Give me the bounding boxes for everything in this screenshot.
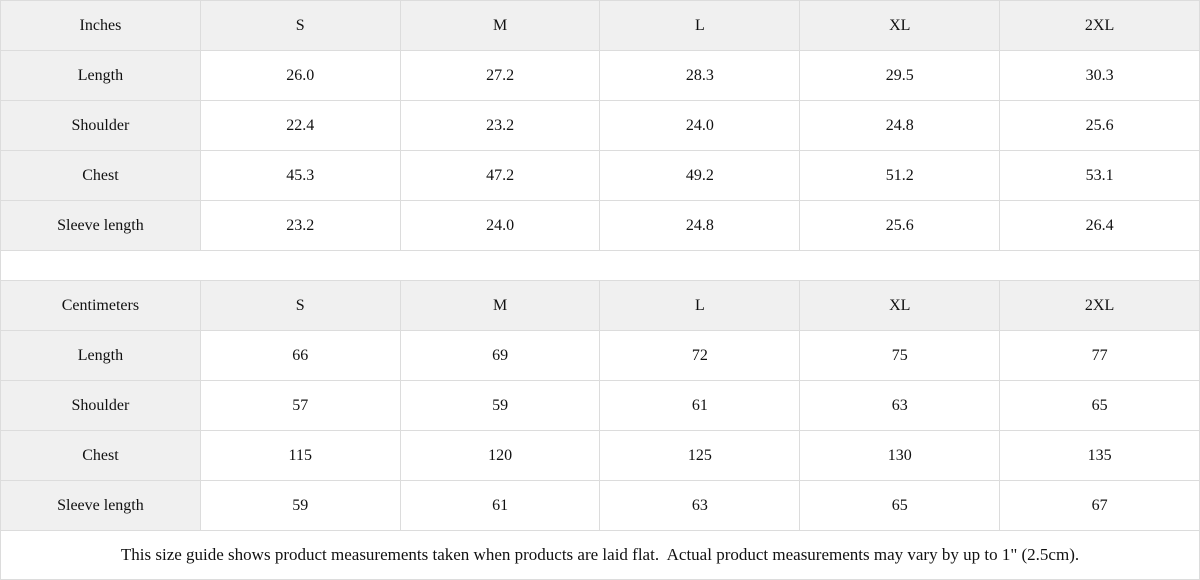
measurement-cell: 75: [799, 330, 1001, 381]
measurement-cell: 59: [199, 480, 401, 531]
size-header-l: L: [599, 0, 801, 51]
unit-header-cell: Centimeters: [0, 280, 201, 331]
size-header-m: M: [399, 0, 601, 51]
measurement-cell: 115: [199, 430, 401, 481]
table-spacer: [0, 250, 1200, 281]
size-header-m: M: [399, 280, 601, 331]
table-row-shoulder: Shoulder 22.4 23.2 24.0 24.8 25.6: [0, 100, 1200, 151]
table-row-chest: Chest 115 120 125 130 135: [0, 430, 1200, 481]
size-guide-note: This size guide shows product measuremen…: [0, 530, 1200, 580]
measurement-cell: 72: [599, 330, 801, 381]
unit-header-cell: Inches: [0, 0, 201, 51]
measurement-cell: 67: [999, 480, 1200, 531]
size-header-s: S: [199, 280, 401, 331]
measurement-cell: 47.2: [399, 150, 601, 201]
table-row-sleeve-length: Sleeve length 23.2 24.0 24.8 25.6 26.4: [0, 200, 1200, 251]
measurement-cell: 57: [199, 380, 401, 431]
table-row-shoulder: Shoulder 57 59 61 63 65: [0, 380, 1200, 431]
measurement-cell: 77: [999, 330, 1200, 381]
measurement-cell: 65: [799, 480, 1001, 531]
measurement-cell: 61: [599, 380, 801, 431]
table-spacer-row: [0, 250, 1200, 281]
measurement-cell: 120: [399, 430, 601, 481]
header-row-inches: Inches S M L XL 2XL: [0, 0, 1200, 51]
measurement-cell: 63: [799, 380, 1001, 431]
measurement-cell: 61: [399, 480, 601, 531]
measurement-cell: 25.6: [999, 100, 1200, 151]
measurement-cell: 53.1: [999, 150, 1200, 201]
row-label: Shoulder: [0, 100, 201, 151]
table-row-length: Length 66 69 72 75 77: [0, 330, 1200, 381]
measurement-cell: 63: [599, 480, 801, 531]
row-label: Chest: [0, 150, 201, 201]
size-header-2xl: 2XL: [999, 0, 1200, 51]
size-header-s: S: [199, 0, 401, 51]
measurement-cell: 125: [599, 430, 801, 481]
header-row-centimeters: Centimeters S M L XL 2XL: [0, 280, 1200, 331]
measurement-cell: 25.6: [799, 200, 1001, 251]
measurement-cell: 22.4: [199, 100, 401, 151]
row-label: Sleeve length: [0, 200, 201, 251]
size-header-xl: XL: [799, 280, 1001, 331]
row-label: Chest: [0, 430, 201, 481]
table-row-chest: Chest 45.3 47.2 49.2 51.2 53.1: [0, 150, 1200, 201]
measurement-cell: 65: [999, 380, 1200, 431]
measurement-cell: 59: [399, 380, 601, 431]
row-label: Length: [0, 50, 201, 101]
measurement-cell: 23.2: [199, 200, 401, 251]
measurement-cell: 24.8: [799, 100, 1001, 151]
size-header-2xl: 2XL: [999, 280, 1200, 331]
row-label: Length: [0, 330, 201, 381]
table-row-sleeve-length: Sleeve length 59 61 63 65 67: [0, 480, 1200, 531]
footer-row: This size guide shows product measuremen…: [0, 530, 1200, 580]
measurement-cell: 26.4: [999, 200, 1200, 251]
size-header-l: L: [599, 280, 801, 331]
row-label: Shoulder: [0, 380, 201, 431]
measurement-cell: 130: [799, 430, 1001, 481]
measurement-cell: 66: [199, 330, 401, 381]
measurement-cell: 26.0: [199, 50, 401, 101]
measurement-cell: 135: [999, 430, 1200, 481]
measurement-cell: 29.5: [799, 50, 1001, 101]
measurement-cell: 23.2: [399, 100, 601, 151]
measurement-cell: 24.0: [599, 100, 801, 151]
measurement-cell: 49.2: [599, 150, 801, 201]
measurement-cell: 24.0: [399, 200, 601, 251]
size-header-xl: XL: [799, 0, 1001, 51]
measurement-cell: 45.3: [199, 150, 401, 201]
measurement-cell: 28.3: [599, 50, 801, 101]
row-label: Sleeve length: [0, 480, 201, 531]
measurement-cell: 24.8: [599, 200, 801, 251]
measurement-cell: 27.2: [399, 50, 601, 101]
measurement-cell: 51.2: [799, 150, 1001, 201]
table-row-length: Length 26.0 27.2 28.3 29.5 30.3: [0, 50, 1200, 101]
measurement-cell: 30.3: [999, 50, 1200, 101]
measurement-cell: 69: [399, 330, 601, 381]
